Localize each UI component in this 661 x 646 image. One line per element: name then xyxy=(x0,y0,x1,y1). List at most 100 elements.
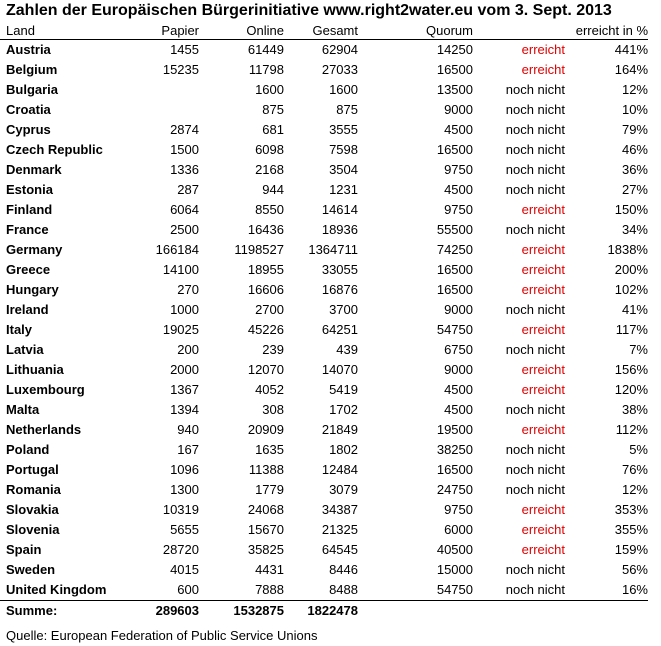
cell-papier: 1336 xyxy=(170,162,199,177)
cell-gesamt: 16876 xyxy=(321,282,358,297)
cell-gesamt: 3555 xyxy=(329,122,358,137)
cell-gesamt: 1702 xyxy=(329,402,358,417)
cell-online: 2168 xyxy=(255,162,284,177)
cell-land: Greece xyxy=(6,262,51,277)
header-land: Land xyxy=(0,22,118,40)
cell-online: 16606 xyxy=(247,282,284,297)
cell-land: Luxembourg xyxy=(6,382,85,397)
cell-papier: 166184 xyxy=(155,242,199,257)
cell-papier: 1367 xyxy=(170,382,199,397)
cell-pct: 1838% xyxy=(607,242,648,257)
cell-gesamt: 14070 xyxy=(321,362,358,377)
summary-empty-status xyxy=(475,600,565,621)
cell-quorum: 15000 xyxy=(436,562,473,577)
table-row: Lithuania 2000 12070 14070 9000 erreicht 156% xyxy=(0,360,648,380)
cell-pct: 117% xyxy=(615,322,648,337)
cell-gesamt: 8446 xyxy=(329,562,358,577)
header-papier: Papier xyxy=(118,22,203,40)
cell-land: Czech Republic xyxy=(6,142,103,157)
cell-status: noch nicht xyxy=(505,342,565,357)
cell-quorum: 9750 xyxy=(444,162,473,177)
cell-papier xyxy=(118,100,203,120)
cell-quorum: 9000 xyxy=(444,362,473,377)
cell-status: erreicht xyxy=(521,522,565,537)
cell-papier: 1500 xyxy=(170,142,199,157)
cell-gesamt: 5419 xyxy=(329,382,358,397)
cell-status: erreicht xyxy=(521,42,565,57)
cell-online: 8550 xyxy=(255,202,284,217)
cell-papier: 1455 xyxy=(170,42,199,57)
signature-table: Land Papier Online Gesamt Quorum erreich… xyxy=(0,22,648,621)
cell-gesamt: 18936 xyxy=(321,222,358,237)
cell-quorum: 74250 xyxy=(436,242,473,257)
cell-quorum: 4500 xyxy=(444,122,473,137)
table-row: Croatia 875 875 9000 noch nicht 10% xyxy=(0,100,648,120)
table-row: Slovakia 10319 24068 34387 9750 erreicht 353% xyxy=(0,500,648,520)
cell-land: Portugal xyxy=(6,462,59,477)
cell-pct: 10% xyxy=(621,102,648,117)
cell-online: 11798 xyxy=(248,62,284,77)
cell-papier: 1000 xyxy=(170,302,199,317)
cell-land: Lithuania xyxy=(6,362,64,377)
cell-gesamt: 439 xyxy=(336,342,358,357)
table-header-row: Land Papier Online Gesamt Quorum erreich… xyxy=(0,22,648,40)
cell-pct: 353% xyxy=(614,502,648,517)
cell-quorum: 9750 xyxy=(444,502,473,517)
cell-online: 1635 xyxy=(255,442,284,457)
cell-gesamt: 1600 xyxy=(329,82,358,97)
source-note: Quelle: European Federation of Public Se… xyxy=(6,628,318,643)
cell-land: Austria xyxy=(6,42,51,57)
cell-gesamt: 7598 xyxy=(329,142,358,157)
cell-status: noch nicht xyxy=(505,142,565,157)
cell-papier: 4015 xyxy=(170,562,199,577)
table-row: Luxembourg 1367 4052 5419 4500 erreicht 120% xyxy=(0,380,648,400)
cell-land: Finland xyxy=(6,202,53,217)
cell-land: Cyprus xyxy=(6,122,51,137)
cell-pct: 79% xyxy=(621,122,648,137)
cell-online: 16436 xyxy=(247,222,284,237)
cell-quorum: 54750 xyxy=(436,322,473,337)
cell-pct: 112% xyxy=(615,422,648,437)
cell-status: erreicht xyxy=(521,382,565,397)
cell-quorum: 9000 xyxy=(444,102,473,117)
cell-gesamt: 62904 xyxy=(321,42,358,57)
table-row: Estonia 287 944 1231 4500 noch nicht 27% xyxy=(0,180,648,200)
cell-online: 61449 xyxy=(247,42,284,57)
cell-status: erreicht xyxy=(521,202,565,217)
summary-empty-pct xyxy=(565,600,648,621)
cell-papier: 167 xyxy=(177,442,199,457)
cell-online: 18955 xyxy=(247,262,284,277)
cell-papier: 19025 xyxy=(162,322,199,337)
cell-pct: 441% xyxy=(614,42,648,57)
cell-pct: 41% xyxy=(621,302,648,317)
cell-quorum: 16500 xyxy=(436,462,473,477)
table-row: Sweden 4015 4431 8446 15000 noch nicht 56% xyxy=(0,560,648,580)
cell-online: 35825 xyxy=(247,542,284,557)
cell-gesamt: 1802 xyxy=(329,442,358,457)
cell-online: 11388 xyxy=(248,462,284,477)
cell-pct: 102% xyxy=(614,282,648,297)
cell-land: Latvia xyxy=(6,342,44,357)
cell-quorum: 16500 xyxy=(436,282,473,297)
cell-status: noch nicht xyxy=(505,482,565,497)
cell-status: erreicht xyxy=(521,282,565,297)
cell-gesamt: 1231 xyxy=(329,182,358,197)
cell-pct: 34% xyxy=(621,222,648,237)
cell-papier: 2500 xyxy=(170,222,199,237)
cell-quorum: 9000 xyxy=(444,302,473,317)
cell-papier: 1300 xyxy=(170,482,199,497)
summary-label: Summe: xyxy=(0,600,118,621)
cell-quorum: 4500 xyxy=(444,182,473,197)
cell-status: noch nicht xyxy=(505,402,565,417)
cell-online: 1198527 xyxy=(234,242,284,257)
cell-status: erreicht xyxy=(521,422,565,437)
table-row: Austria 1455 61449 62904 14250 erreicht 441% xyxy=(0,40,648,61)
cell-land: Belgium xyxy=(6,62,58,77)
cell-online: 45226 xyxy=(247,322,284,337)
cell-quorum: 4500 xyxy=(444,382,473,397)
cell-online: 20909 xyxy=(247,422,284,437)
cell-gesamt: 3504 xyxy=(329,162,358,177)
cell-quorum: 14250 xyxy=(436,42,473,57)
cell-quorum: 55500 xyxy=(436,222,473,237)
cell-quorum: 16500 xyxy=(436,262,473,277)
